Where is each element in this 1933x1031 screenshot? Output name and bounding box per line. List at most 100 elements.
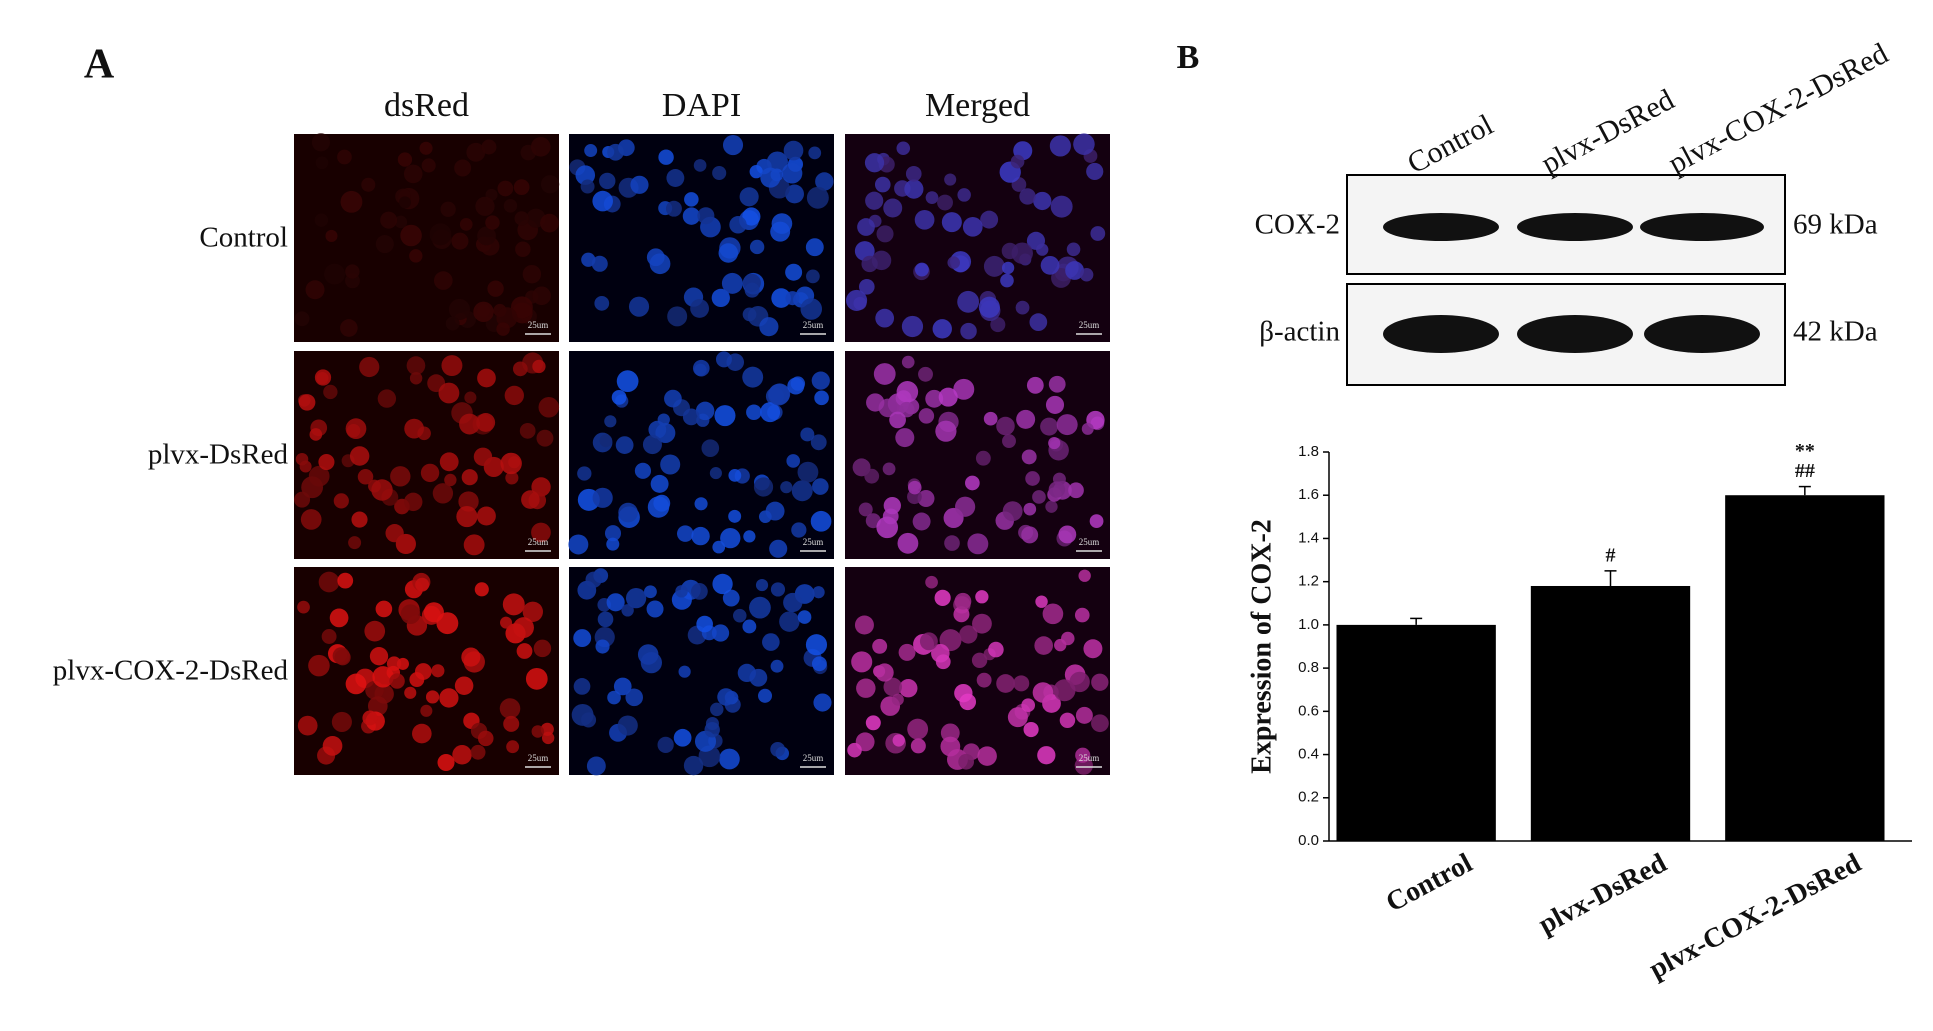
scale-bar-label: 25um (1079, 537, 1100, 547)
cell (454, 159, 472, 177)
cell (697, 207, 715, 225)
cell (797, 461, 819, 483)
cell (419, 141, 433, 155)
cell (604, 525, 622, 542)
cell (896, 141, 911, 155)
cell (323, 384, 338, 400)
cell (1073, 133, 1095, 155)
cell (971, 652, 988, 668)
cell (996, 674, 1015, 693)
cell (1035, 595, 1048, 608)
cell (768, 383, 790, 406)
cell (691, 583, 708, 600)
cell (404, 686, 417, 699)
cell (811, 656, 827, 672)
cell (436, 612, 459, 635)
cell (1000, 273, 1014, 288)
y-tick-label: 0.8 (1298, 659, 1319, 676)
cell (400, 604, 421, 625)
blot-band (1517, 315, 1633, 353)
scale-bar-label: 25um (1079, 320, 1100, 330)
cell (485, 215, 500, 230)
significance-mark: ** (1795, 440, 1815, 462)
cell (937, 194, 953, 211)
cell (461, 647, 481, 667)
cell (787, 377, 805, 395)
cell (584, 144, 598, 157)
cell (506, 740, 520, 754)
cell (908, 480, 922, 495)
cell (1001, 261, 1015, 275)
micrograph: 25um (568, 351, 834, 559)
cell (785, 263, 803, 281)
cell (315, 156, 329, 170)
cell (811, 371, 830, 390)
cell (783, 140, 804, 161)
cell (925, 575, 938, 589)
cell (362, 710, 378, 726)
cell (810, 510, 832, 532)
cell (294, 311, 310, 327)
cell (800, 427, 815, 442)
x-tick-label: plvx-DsRed (1534, 847, 1673, 940)
cell (1078, 569, 1091, 582)
cell (711, 288, 730, 308)
cell (1036, 243, 1049, 256)
cell (369, 647, 389, 666)
cell (684, 192, 699, 207)
cell (345, 418, 367, 439)
cell (709, 467, 722, 480)
cell (760, 402, 781, 423)
cell (308, 654, 330, 677)
cell (364, 620, 386, 642)
scale-bar-label: 25um (528, 753, 549, 763)
cell (1045, 500, 1058, 513)
cell (695, 401, 715, 421)
cell (865, 191, 884, 210)
cell (1016, 409, 1036, 429)
cell (321, 629, 337, 644)
cell (760, 167, 781, 188)
cell (519, 422, 536, 439)
cell (473, 447, 493, 466)
cell (531, 522, 551, 543)
cell (717, 688, 735, 706)
cell (580, 179, 595, 194)
scale-bar-label: 25um (803, 753, 824, 763)
cell (957, 290, 980, 313)
cell (805, 634, 828, 656)
cell (452, 744, 472, 765)
cell (1013, 675, 1030, 692)
cell (712, 165, 727, 181)
cell (311, 133, 331, 152)
cell (440, 201, 456, 217)
cell (873, 363, 896, 385)
cell (904, 179, 924, 199)
blot-band (1644, 315, 1760, 353)
micrograph-background (294, 351, 559, 559)
cell (512, 361, 528, 377)
cell (1032, 682, 1054, 703)
cell (806, 186, 829, 209)
cell (766, 151, 788, 173)
cell (1010, 154, 1025, 169)
cell (694, 363, 707, 376)
cell (957, 188, 971, 202)
cell (742, 207, 761, 226)
cell (1048, 375, 1066, 393)
cell (719, 748, 740, 770)
cell (634, 462, 652, 479)
cell (875, 663, 894, 682)
cell (917, 490, 935, 508)
error-bar (1798, 485, 1811, 496)
cell (1091, 673, 1109, 691)
cell (361, 177, 376, 192)
cell (771, 288, 791, 308)
band-name: β-actin (1259, 316, 1340, 348)
cell (458, 491, 479, 512)
cell (367, 696, 388, 716)
cell (925, 191, 939, 205)
cell (592, 190, 613, 212)
cell (743, 530, 756, 543)
cell (333, 493, 349, 509)
